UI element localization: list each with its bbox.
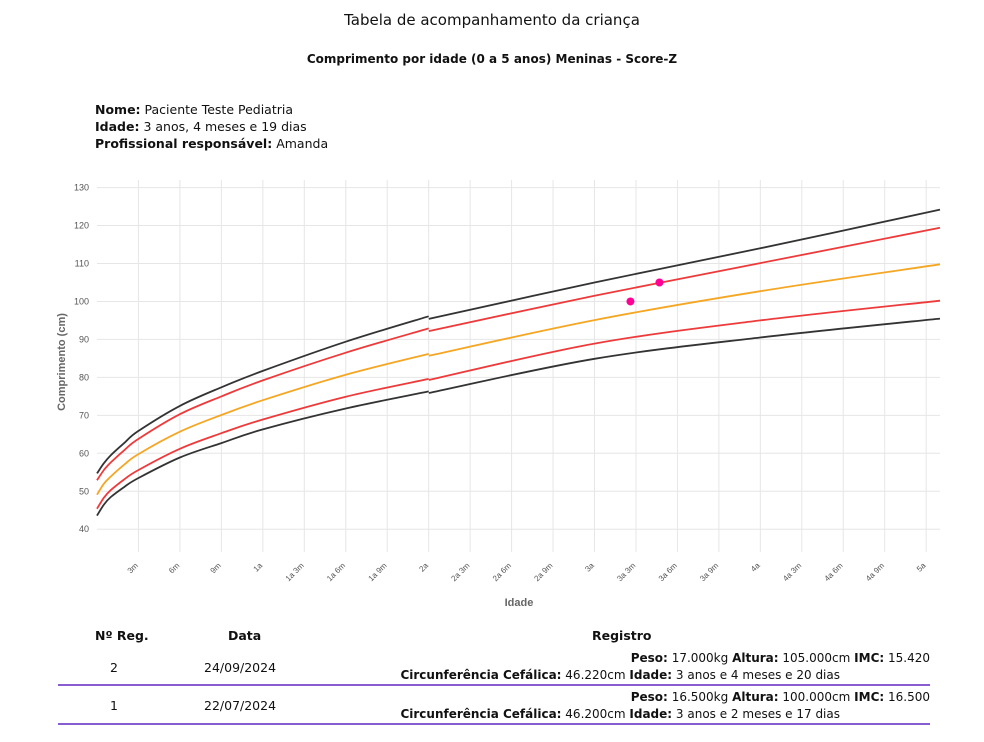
- idade-label: Idade:: [629, 668, 673, 682]
- x-tick-label: 6m: [167, 561, 181, 575]
- professional-label: Profissional responsável:: [95, 136, 273, 151]
- x-tick-label: 4a 6m: [823, 561, 845, 583]
- series-line-0: [428, 317, 941, 394]
- x-tick-label: 4a 9m: [864, 561, 886, 583]
- x-axis-title: Idade: [505, 597, 534, 609]
- age-label: Idade:: [95, 119, 140, 134]
- patient-age: 3 anos, 4 meses e 19 dias: [143, 119, 307, 134]
- series-line-1: [96, 378, 429, 510]
- series-line-3: [96, 327, 429, 481]
- professional-name: Amanda: [276, 136, 329, 151]
- y-axis-ticks: 40 50 60 70 80 90 100 110 120 130: [74, 183, 89, 535]
- y-tick-label: 70: [79, 410, 89, 420]
- row-separator: [58, 684, 930, 686]
- series-line-2: [96, 353, 429, 496]
- measurement-point[interactable]: [655, 278, 664, 287]
- series-line-0: [96, 390, 429, 517]
- chart-grid: [97, 180, 940, 552]
- row-reg: 1: [110, 698, 118, 713]
- y-tick-label: 40: [79, 524, 89, 534]
- cc-value: 46.200cm: [565, 707, 626, 721]
- series-line-2: [428, 263, 941, 357]
- professional-line: Profissional responsável: Amanda: [95, 135, 328, 152]
- imc-label: IMC:: [854, 690, 885, 704]
- imc-label: IMC:: [854, 651, 885, 665]
- x-tick-label: 3a: [583, 561, 596, 574]
- chart-series: [96, 208, 941, 517]
- row-separator: [58, 723, 930, 725]
- x-tick-label: 2a 3m: [449, 561, 471, 583]
- col-header-record: Registro: [592, 628, 652, 643]
- idade-label: Idade:: [629, 707, 673, 721]
- series-line-4: [428, 208, 941, 320]
- x-tick-label: 3a 3m: [615, 561, 637, 583]
- row-record-line1: Peso: 16.500kg Altura: 100.000cm IMC: 16…: [180, 689, 930, 705]
- row-record-line2: Circunferência Cefálica: 46.200cm Idade:…: [180, 706, 840, 722]
- chart-points: [626, 278, 664, 306]
- altura-label: Altura:: [732, 690, 779, 704]
- y-tick-label: 110: [75, 259, 89, 269]
- y-tick-label: 90: [79, 334, 89, 344]
- chart-subtitle: Comprimento por idade (0 a 5 anos) Menin…: [306, 52, 678, 66]
- x-tick-label: 9m: [209, 561, 223, 575]
- growth-chart: 40 50 60 70 80 90 100 110 120 130 3m 6m 9m 1a 1a 3m 1a…: [56, 180, 941, 609]
- imc-value: 16.500: [888, 690, 930, 704]
- peso-value: 16.500kg: [671, 690, 729, 704]
- x-tick-label: 2a 6m: [491, 561, 513, 583]
- row-date: 24/09/2024: [204, 660, 277, 675]
- y-tick-label: 80: [79, 372, 89, 382]
- peso-label: Peso:: [630, 651, 668, 665]
- y-axis-title: Comprimento (cm): [56, 313, 68, 411]
- x-tick-label: 1a 6m: [325, 561, 347, 583]
- series-line-3: [428, 226, 941, 332]
- x-tick-label: 2a: [417, 561, 430, 574]
- x-tick-label: 5a: [915, 561, 928, 574]
- y-tick-label: 50: [79, 486, 89, 496]
- measurement-point[interactable]: [626, 297, 635, 306]
- x-tick-label: 3m: [126, 561, 140, 575]
- idade-value: 3 anos e 4 meses e 20 dias: [675, 668, 840, 682]
- x-axis-ticks: 3m 6m 9m 1a 1a 3m 1a 6m 1a 9m 2a 2a 3m 2a 6m 2a 9m…: [126, 561, 928, 583]
- patient-info: Nome: Paciente Teste Pediatria Idade: 3 …: [95, 101, 328, 152]
- x-tick-label: 4a 3m: [781, 561, 803, 583]
- x-tick-label: 4a: [749, 561, 762, 574]
- col-header-date: Data: [228, 628, 262, 643]
- series-line-1: [428, 299, 941, 381]
- y-tick-label: 130: [74, 183, 89, 193]
- altura-value: 100.000cm: [782, 690, 851, 704]
- cc-label: Circunferência Cefálica:: [400, 668, 562, 682]
- x-tick-label: 3a 9m: [698, 561, 720, 583]
- altura-label: Altura:: [732, 651, 779, 665]
- x-tick-label: 1a: [252, 561, 265, 574]
- cc-label: Circunferência Cefálica:: [400, 707, 562, 721]
- x-tick-label: 3a 6m: [657, 561, 679, 583]
- x-tick-label: 2a 9m: [532, 561, 554, 583]
- patient-name-line: Nome: Paciente Teste Pediatria: [95, 101, 328, 118]
- y-tick-label: 60: [79, 448, 89, 458]
- col-header-reg: Nº Reg.: [95, 628, 149, 643]
- patient-age-line: Idade: 3 anos, 4 meses e 19 dias: [95, 118, 328, 135]
- name-label: Nome:: [95, 102, 141, 117]
- page-title: Tabela de acompanhamento da criança: [344, 11, 640, 29]
- row-date: 22/07/2024: [204, 698, 277, 713]
- imc-value: 15.420: [888, 651, 930, 665]
- patient-name: Paciente Teste Pediatria: [144, 102, 294, 117]
- series-line-4: [96, 315, 429, 474]
- row-record-line1: Peso: 17.000kg Altura: 105.000cm IMC: 15…: [180, 650, 930, 666]
- x-tick-label: 1a 9m: [367, 561, 389, 583]
- row-record-line2: Circunferência Cefálica: 46.220cm Idade:…: [180, 667, 840, 683]
- x-tick-label: 1a 3m: [284, 561, 306, 583]
- peso-value: 17.000kg: [671, 651, 729, 665]
- altura-value: 105.000cm: [782, 651, 851, 665]
- y-tick-label: 120: [74, 221, 89, 231]
- peso-label: Peso:: [630, 690, 668, 704]
- row-reg: 2: [110, 660, 118, 675]
- idade-value: 3 anos e 2 meses e 17 dias: [675, 707, 840, 721]
- cc-value: 46.220cm: [565, 668, 626, 682]
- y-tick-label: 100: [74, 296, 89, 306]
